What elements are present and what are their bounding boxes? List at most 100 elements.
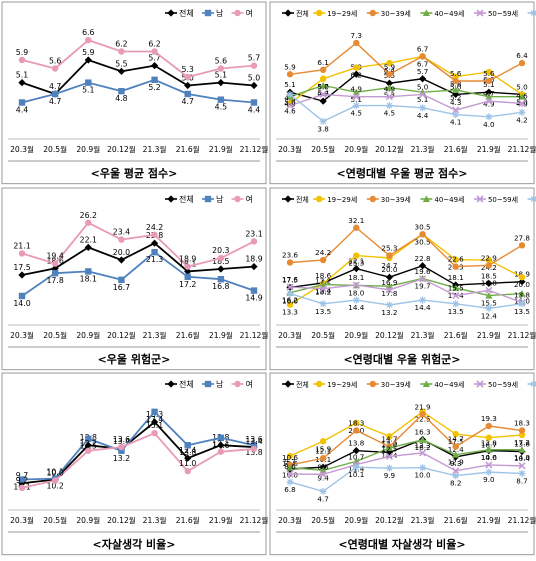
- data-label: 20.0: [514, 280, 530, 289]
- data-label: 10.0: [46, 469, 63, 478]
- data-label: 14.0: [514, 453, 530, 462]
- data-label: 5.6: [483, 69, 495, 78]
- point: [18, 56, 26, 64]
- data-label: 14.7: [448, 435, 464, 444]
- series-line: [21, 39, 255, 78]
- x-tick-label: 20.3월: [278, 144, 302, 154]
- series-19-29세: 13.318.425.324.730.524.324.220.0: [282, 230, 530, 316]
- data-label: 5.1: [417, 95, 428, 104]
- point: [419, 230, 426, 238]
- data-label: 18.5: [481, 271, 497, 280]
- data-label: 16.2: [282, 295, 298, 304]
- legend-label: 여: [245, 8, 252, 18]
- data-label: 5.6: [49, 56, 61, 65]
- legend-marker: [530, 9, 536, 17]
- data-label: 12.5: [381, 445, 397, 454]
- point: [286, 258, 294, 266]
- data-label: 5.1: [215, 71, 227, 80]
- data-label: 16.7: [113, 282, 130, 291]
- legend-marker: [204, 381, 212, 388]
- point: [518, 470, 526, 478]
- point: [85, 435, 92, 443]
- data-label: 9.2: [16, 476, 28, 485]
- series-line: [289, 439, 523, 471]
- point: [419, 449, 427, 457]
- series-line: [289, 452, 523, 476]
- legend-item-전체: 전체: [164, 8, 194, 18]
- point: [250, 237, 258, 245]
- point: [419, 104, 427, 112]
- x-tick-label: 20.9월: [344, 144, 368, 154]
- point: [250, 287, 258, 294]
- data-label: 13.8: [348, 439, 364, 448]
- point: [286, 102, 294, 110]
- point: [319, 284, 327, 292]
- point: [353, 224, 360, 231]
- data-label: 4.7: [182, 97, 194, 106]
- series-50-59세: 8.6 8.5 10.7 12.5 13.3 9.3 10.6 10.4: [284, 441, 530, 479]
- data-label: 19.6: [415, 267, 431, 276]
- x-tick-label: 20.5월: [43, 144, 67, 154]
- data-label: 8.6: [284, 462, 296, 471]
- data-label: 13.1: [212, 440, 229, 449]
- data-label: 4.4: [16, 105, 28, 114]
- point: [385, 285, 393, 294]
- legend-label: 남: [216, 195, 224, 204]
- point: [353, 64, 360, 71]
- data-label: 6.7: [417, 44, 428, 53]
- data-label: 5.4: [317, 88, 329, 97]
- point: [319, 66, 327, 74]
- data-label: 17.5: [13, 263, 30, 272]
- x-tick-label: 21.6월: [176, 515, 200, 525]
- point: [217, 434, 225, 442]
- point: [452, 472, 460, 480]
- data-label: 4.7: [49, 82, 61, 91]
- legend-item-19-29세: 19~29세: [313, 9, 357, 18]
- data-label: 16.0: [282, 296, 298, 305]
- legend-item-60세-이상: 60세 이상: [527, 195, 536, 203]
- series-30-39세: 5.9 6.1 7.3 5.9 6.7 5.6 5.6 6.4: [284, 31, 528, 85]
- data-label: 4.4: [417, 111, 429, 120]
- legend-marker: [530, 195, 536, 203]
- legend-item-50-59세: 50~59세: [473, 195, 518, 204]
- data-label: 24.7: [381, 261, 397, 270]
- point: [184, 454, 192, 463]
- chart-title: <연령대별 우울 평균 점수>: [337, 166, 468, 180]
- data-label: 4.7: [317, 495, 328, 504]
- data-label: 10.6: [481, 453, 497, 462]
- data-label: 5.0: [417, 82, 429, 91]
- point: [352, 70, 360, 78]
- x-tick-label: 21.9월: [477, 330, 501, 340]
- data-label: 6.6: [82, 28, 94, 37]
- chart-svg-3: 전체남여17.518.622.120.022.818.118.518.914.0…: [1, 187, 268, 370]
- point: [18, 79, 26, 87]
- point: [352, 264, 360, 272]
- point: [485, 461, 493, 469]
- chart-title: <우울 평균 점수>: [91, 166, 178, 180]
- data-label: 19.3: [481, 414, 497, 423]
- data-label: 18.5: [212, 257, 229, 266]
- data-label: 18.9: [245, 254, 262, 263]
- point: [452, 111, 460, 119]
- legend-marker: [369, 9, 377, 17]
- point: [18, 249, 26, 257]
- data-label: 18.3: [514, 419, 530, 428]
- x-tick-label: 21.12월: [508, 330, 536, 340]
- legend-label: 여: [245, 379, 252, 389]
- legend-label: 여: [245, 194, 252, 204]
- data-label: 4.4: [248, 105, 260, 114]
- series-여: 9.2 10.0 13.2 13.6 15.1 11.0 13.1 13.4: [16, 421, 263, 492]
- legend: 전체 남 여: [164, 379, 253, 389]
- point: [352, 102, 360, 110]
- legend-marker: [422, 9, 430, 16]
- data-label: 11.0: [179, 460, 196, 469]
- point: [319, 75, 327, 82]
- data-label: 16.3: [415, 428, 431, 437]
- data-label: 16.7: [481, 441, 497, 450]
- legend: 전체 19~29세 30~39세 40~49세 50~59세 60세 이상: [282, 195, 536, 204]
- point: [353, 39, 360, 47]
- legend-marker: [284, 9, 292, 17]
- x-tick-label: 21.9월: [477, 144, 501, 154]
- chart-svg-1: 전체남여5.14.75.95.55.75.05.15.04.44.75.14.8…: [1, 1, 268, 185]
